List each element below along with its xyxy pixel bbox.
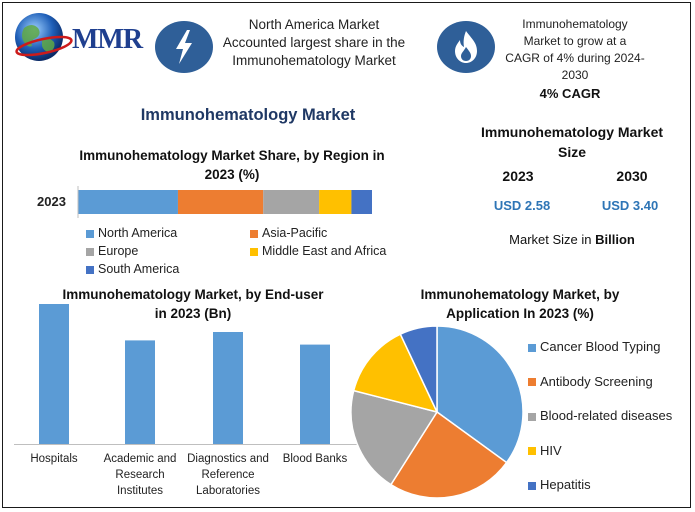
region-legend-label: Europe	[98, 244, 139, 258]
application-legend-swatch	[528, 447, 536, 456]
application-legend-label: Blood-related diseases	[540, 408, 673, 423]
application-pie-chart	[350, 325, 524, 499]
application-legend-swatch	[528, 343, 536, 352]
size-year-2: 2030	[616, 168, 648, 184]
size-note: Market Size in Billion	[470, 232, 674, 247]
infographic-frame	[2, 2, 691, 508]
region-legend-swatch	[86, 229, 94, 238]
header-text-1: North America Market Accounted largest s…	[222, 17, 406, 68]
region-legend-label: Middle East and Africa	[262, 244, 387, 258]
pie-slice-hiv	[352, 333, 439, 414]
size-value-2: USD 3.40	[601, 198, 659, 213]
region-legend-swatch	[250, 247, 258, 256]
enduser-bar-chart: Hospitals Academic and Research InstitutesD…	[14, 304, 366, 497]
region-bar-segment-south-america	[351, 190, 372, 214]
pie-slice-antibody-screening	[389, 410, 508, 499]
main-title: Immunohematology Market	[140, 106, 356, 124]
application-legend-swatch	[528, 412, 536, 421]
region-legend-label: North America	[98, 226, 178, 240]
globe-icon	[15, 13, 73, 61]
application-legend-item: Blood-related diseases	[528, 408, 672, 423]
size-value-1: USD 2.58	[493, 198, 551, 213]
pie-slice-blood-related-diseases	[350, 389, 439, 486]
application-chart-title: Immunohematology Market, by Application …	[420, 287, 620, 321]
application-legend-swatch	[528, 378, 536, 387]
enduser-bar-hospitals	[39, 304, 69, 444]
application-legend-item: Cancer Blood Typing	[528, 339, 660, 354]
region-legend-item: Middle East and Africa	[250, 244, 386, 258]
region-chart-title: Immunohematology Market Share, by Region…	[79, 148, 385, 182]
region-bar-segment-north-america	[78, 190, 178, 214]
fire-icon	[455, 31, 477, 63]
application-legend-label: Hepatitis	[540, 477, 591, 492]
size-panel-title: Immunohematology Market Size	[480, 124, 664, 160]
enduser-chart-title: Immunohematology Market, by End-user in …	[62, 287, 324, 321]
enduser-bar-blood-banks	[300, 344, 330, 444]
pie-slice-cancer-blood-typing	[436, 325, 524, 464]
region-bar-segment-middle-east-and-africa	[319, 190, 352, 214]
enduser-tick-label: Hospitals	[30, 453, 78, 465]
cagr-label: 4% CAGR	[539, 86, 601, 101]
size-note-unit: Billion	[595, 232, 635, 247]
region-stacked-bar	[77, 186, 372, 218]
enduser-bar-academic-and-research-institutes	[125, 340, 155, 444]
application-legend-label: HIV	[540, 442, 562, 458]
region-legend-swatch	[86, 247, 94, 256]
region-bar-segment-europe	[263, 190, 320, 214]
enduser-tick-label: Academic and Research Institutes	[104, 453, 177, 497]
header-text-2: Immunohematology Market to grow at a CAG…	[505, 17, 645, 82]
brand-logo-text: MMR	[72, 24, 143, 55]
application-legend-item: HIV	[528, 443, 562, 458]
brand-logo: MMR	[12, 10, 143, 64]
application-legend-label: Cancer Blood Typing	[540, 339, 661, 354]
enduser-bar-diagnostics-and-reference-laboratories	[213, 332, 243, 444]
enduser-tick-label: Diagnostics and Reference Laboratories	[187, 453, 269, 497]
region-legend-label: Asia-Pacific	[262, 226, 328, 240]
lightning-icon	[176, 30, 192, 64]
region-bar-segment-asia-pacific	[177, 190, 264, 214]
region-legend-label: South America	[98, 262, 180, 276]
region-legend-item: South America	[86, 262, 179, 276]
application-legend-label: Antibody Screening	[540, 373, 653, 389]
enduser-tick-label: Blood Banks	[283, 453, 348, 465]
size-year-1: 2023	[502, 168, 534, 184]
region-legend-item: Asia-Pacific	[250, 226, 327, 240]
application-legend-item: Antibody Screening	[528, 374, 653, 389]
region-legend-swatch	[86, 265, 94, 274]
region-category-label: 2023	[37, 194, 66, 209]
application-legend-swatch	[528, 481, 536, 490]
pie-slice-hepatitis	[399, 325, 438, 413]
region-legend-item: Europe	[86, 244, 138, 258]
application-legend-item: Hepatitis	[528, 477, 591, 492]
region-legend-swatch	[250, 229, 258, 238]
region-legend-item: North America	[86, 226, 177, 240]
size-note-prefix: Market Size in	[509, 232, 596, 247]
